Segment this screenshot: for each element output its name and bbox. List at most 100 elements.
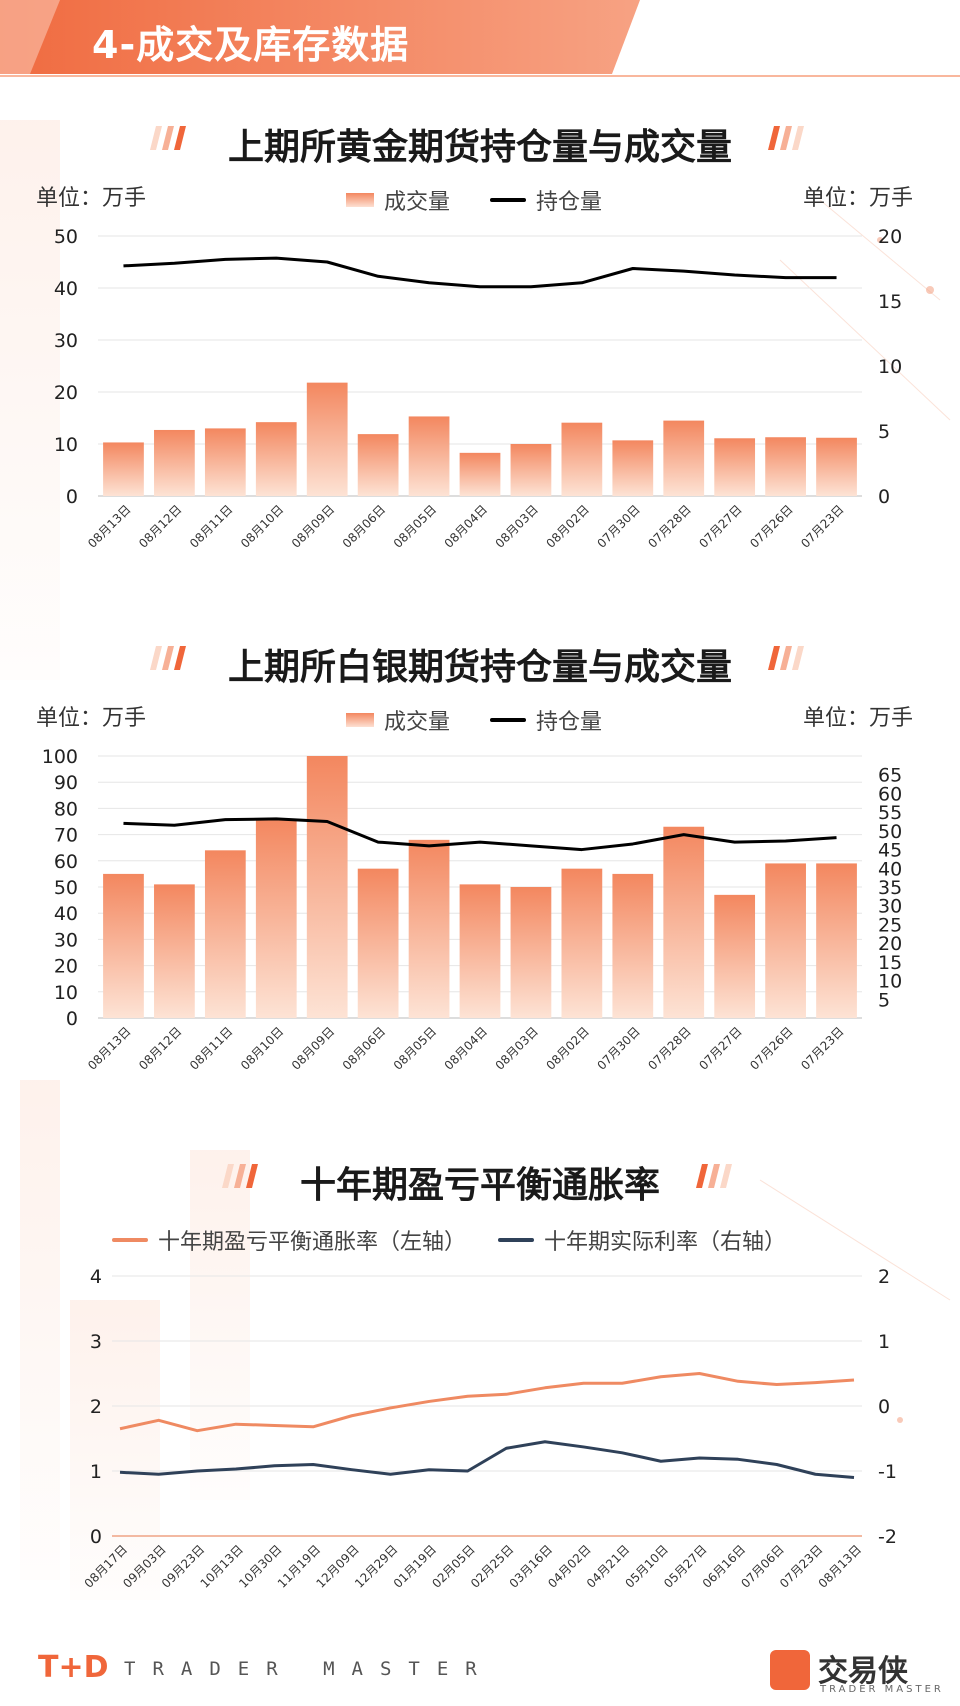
title-slash-right-icon: [768, 646, 804, 670]
bar: [459, 452, 501, 496]
x-tick-label: 08月09日: [289, 1024, 337, 1072]
y-left-tick-label: 3: [90, 1331, 102, 1353]
y-left-tick-label: 60: [54, 851, 78, 873]
x-tick-label: 08月05日: [391, 502, 439, 550]
y-left-tick-label: 10: [54, 434, 78, 456]
bar: [103, 873, 144, 1018]
gold-unit-left: 单位：万手: [36, 186, 147, 211]
legend-item-breakeven: 十年期盈亏平衡通胀率（左轴）: [112, 1224, 466, 1256]
bar: [612, 440, 654, 496]
y-left-tick-label: 4: [90, 1266, 102, 1288]
y-right-tick-label: 15: [878, 952, 902, 974]
breakeven-chart: 01234-2-101208月17日09月03日09月23日10月13日10月3…: [82, 1266, 897, 1591]
y-right-tick-label: 10: [878, 971, 902, 993]
x-tick-label: 08月13日: [816, 1542, 864, 1590]
y-right-tick-label: 0: [878, 486, 890, 508]
x-tick-label: 08月03日: [493, 1024, 541, 1072]
bar: [103, 442, 144, 496]
td-logo: T+D: [38, 1650, 109, 1685]
legend-label: 持仓量: [536, 710, 603, 735]
y-left-tick-label: 20: [54, 382, 78, 404]
y-left-tick-label: 30: [54, 330, 78, 352]
x-tick-label: 08月10日: [238, 502, 286, 550]
breakeven-legend: 十年期盈亏平衡通胀率（左轴） 十年期实际利率（右轴）: [112, 1224, 786, 1256]
bar: [765, 437, 806, 496]
bar: [408, 416, 450, 496]
bar: [306, 756, 348, 1018]
y-right-tick-label: 15: [878, 291, 902, 313]
y-left-tick-label: 30: [54, 929, 78, 951]
brand-name: 交易侠: [818, 1654, 908, 1689]
bar: [357, 434, 399, 496]
brand-subtitle: TRADER MASTER: [820, 1684, 944, 1695]
y-right-tick-label: 5: [878, 989, 890, 1011]
legend-label: 成交量: [384, 710, 451, 735]
x-tick-label: 08月13日: [85, 1024, 133, 1072]
title-slash-left-icon: [222, 1164, 258, 1188]
x-tick-label: 08月13日: [85, 502, 133, 550]
legend-label: 十年期盈亏平衡通胀率（左轴）: [158, 1230, 467, 1255]
header-band: [0, 0, 960, 77]
gold-legend: 成交量 持仓量: [346, 184, 602, 216]
y-right-tick-label: 45: [878, 840, 902, 862]
title-slash-left-icon: [150, 646, 186, 670]
page-title: 4-成交及库存数据: [92, 23, 410, 67]
bar: [561, 422, 603, 496]
bar: [765, 863, 806, 1018]
legend-label: 成交量: [384, 190, 451, 215]
legend-item-open-interest: 持仓量: [490, 184, 602, 216]
line-swatch-icon: [490, 198, 527, 202]
y-left-tick-label: 70: [54, 825, 78, 847]
x-tick-label: 08月11日: [187, 1024, 235, 1072]
silver-unit-left: 单位：万手: [36, 706, 147, 731]
y-left-tick-label: 0: [90, 1526, 102, 1548]
breakeven-chart-title: 十年期盈亏平衡通胀率: [299, 1165, 660, 1206]
silver-unit-right: 单位：万手: [803, 706, 914, 731]
y-right-tick-label: -1: [878, 1461, 897, 1483]
x-tick-label: 08月04日: [442, 1024, 490, 1072]
bar: [510, 887, 552, 1018]
legend-item-open-interest: 持仓量: [490, 704, 602, 736]
x-tick-label: 07月27日: [696, 1024, 744, 1072]
breakeven-line: [119, 1372, 855, 1433]
x-tick-label: 08月04日: [442, 502, 490, 550]
title-slash-right-icon: [696, 1164, 732, 1188]
gold-unit-right: 单位：万手: [803, 186, 914, 211]
y-right-tick-label: 0: [878, 1396, 890, 1418]
y-right-tick-label: -2: [878, 1526, 897, 1548]
x-tick-label: 07月23日: [798, 502, 846, 550]
bar: [816, 863, 857, 1018]
y-right-tick-label: 10: [878, 356, 902, 378]
open-interest-line: [123, 817, 837, 852]
y-left-tick-label: 100: [42, 746, 78, 768]
legend-item-volume: 成交量: [346, 184, 450, 216]
title-slash-right-icon: [768, 126, 804, 150]
title-slash-left-icon: [150, 126, 186, 150]
y-left-tick-label: 40: [54, 903, 78, 925]
y-right-tick-label: 2: [878, 1266, 890, 1288]
bar: [663, 420, 705, 496]
bar: [204, 850, 246, 1018]
y-left-tick-label: 80: [54, 798, 78, 820]
y-right-tick-label: 65: [878, 765, 902, 787]
x-tick-label: 07月26日: [747, 1024, 795, 1072]
y-left-tick-label: 0: [66, 1008, 78, 1030]
y-right-tick-label: 30: [878, 896, 902, 918]
y-left-tick-label: 20: [54, 956, 78, 978]
y-left-tick-label: 50: [54, 877, 78, 899]
bar: [714, 894, 756, 1018]
open-interest-line: [123, 256, 837, 289]
y-left-tick-label: 40: [54, 278, 78, 300]
x-tick-label: 08月12日: [136, 502, 184, 550]
bar: [357, 868, 399, 1018]
x-tick-label: 08月11日: [187, 502, 235, 550]
bar: [154, 884, 195, 1018]
bar: [255, 818, 297, 1018]
y-right-tick-label: 35: [878, 877, 902, 899]
bar: [154, 429, 195, 496]
silver-chart: 0102030405060708090100510152025303540455…: [42, 746, 902, 1073]
footer-tagline: TRADER MASTER: [124, 1658, 494, 1680]
y-right-tick-label: 50: [878, 821, 902, 843]
